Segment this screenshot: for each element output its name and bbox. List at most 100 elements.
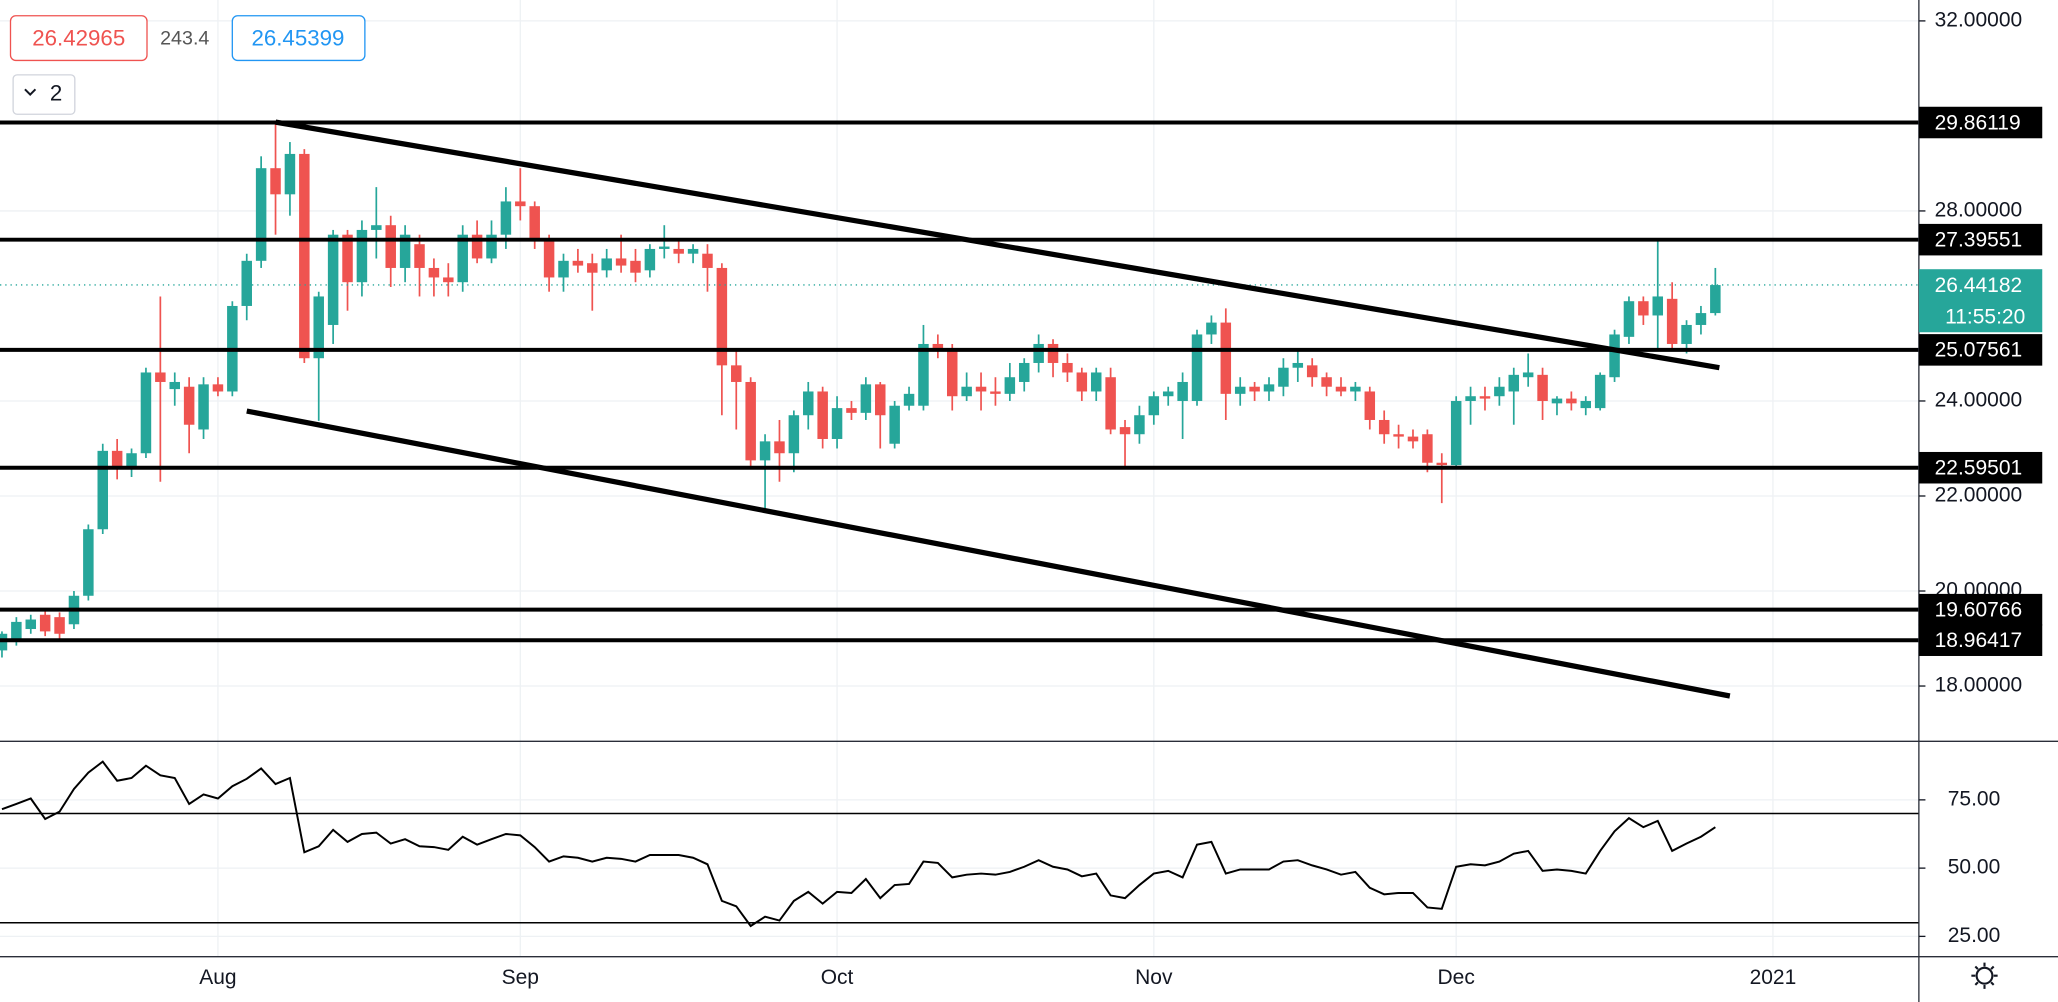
candle-body: [788, 415, 800, 454]
y-tick-label: 28.00000: [1935, 198, 2023, 221]
candle-body: [1422, 434, 1433, 463]
candle-body: [975, 386, 987, 392]
candle-body: [313, 296, 324, 359]
candle-body: [1594, 374, 1606, 409]
candle-body: [1220, 322, 1232, 394]
bid-box[interactable]: [9, 15, 148, 62]
y-tick-label: 25.00: [1948, 924, 2001, 947]
candle-body: [601, 258, 612, 271]
candle-body: [644, 248, 656, 271]
candle-body: [299, 153, 310, 359]
candle-body: [1638, 301, 1649, 316]
candle-body: [1263, 384, 1275, 392]
candle-body: [155, 372, 166, 382]
candle-body: [918, 343, 929, 406]
gear: [1975, 966, 1994, 985]
candle-body: [1321, 377, 1332, 387]
x-tick-label: Aug: [199, 966, 236, 989]
y-tick-label: 32.00000: [1935, 8, 2023, 31]
grid: [0, 0, 1919, 957]
candle-body: [327, 234, 339, 325]
candle-body: [1062, 362, 1073, 373]
x-tick-label: Dec: [1438, 966, 1475, 989]
candle-body: [831, 408, 843, 439]
ask-price: 26.45399: [251, 25, 344, 50]
candle-body: [428, 267, 440, 278]
trend-line: [246, 408, 1731, 699]
candle-body: [659, 246, 670, 249]
header: 26.42965 243.4 26.45399 2: [9, 15, 366, 115]
price-line-label: 29.86119: [1935, 111, 2021, 134]
price-line-label-box: [1918, 223, 2043, 256]
last-price-box: [1918, 269, 2043, 333]
candle-body: [471, 234, 483, 259]
candle-body: [356, 229, 368, 283]
candle-body: [1018, 362, 1030, 382]
candle-body: [241, 260, 252, 306]
indicator-toggle[interactable]: [12, 74, 76, 115]
candle-body: [875, 384, 886, 416]
candle-body: [1335, 386, 1347, 392]
candle-body: [183, 386, 195, 425]
candle-body: [1436, 462, 1448, 466]
candle-body: [529, 206, 540, 240]
candle-body: [1407, 436, 1419, 442]
x-tick-label: Nov: [1135, 966, 1173, 989]
candle-body: [946, 348, 958, 397]
candle-body: [1306, 365, 1318, 378]
y-tick-label: 24.00000: [1935, 389, 2023, 412]
candle-body: [673, 248, 684, 254]
candle-body: [111, 450, 123, 468]
settings-icon[interactable]: [1971, 962, 1998, 989]
candle-body: [1522, 372, 1534, 378]
candle-body: [543, 239, 555, 278]
candle-body: [572, 260, 584, 266]
last-price-label: 26.44182: [1935, 274, 2023, 297]
candle-body: [1666, 298, 1678, 344]
y-tick-label: 75.00: [1948, 787, 2001, 810]
candle-body: [371, 225, 382, 230]
candle-body: [255, 168, 267, 261]
candle-body: [1148, 396, 1160, 416]
candle-body: [903, 393, 915, 406]
candle-body: [1623, 301, 1635, 337]
price-line-label: 27.39551: [1935, 229, 2023, 252]
candle-body: [587, 263, 598, 273]
rsi-pane: [0, 760, 1919, 928]
price-line-label-box: [1918, 106, 2043, 139]
candle-body: [1105, 377, 1116, 430]
candle-body: [558, 260, 569, 278]
candle-body: [1551, 398, 1563, 404]
candle-body: [1249, 386, 1260, 392]
candle-body: [889, 405, 900, 444]
candle-body: [97, 450, 109, 530]
candle-body: [1033, 343, 1044, 363]
candle-body: [399, 234, 411, 268]
candle-body: [1393, 434, 1404, 437]
candle-body: [1537, 374, 1548, 401]
candle-body: [515, 201, 526, 207]
candle-body: [1580, 400, 1592, 409]
ask-box[interactable]: [231, 15, 366, 62]
candle-body: [1234, 386, 1246, 394]
candle-body: [1350, 386, 1361, 392]
candle-body: [284, 153, 296, 195]
candle-body: [1206, 322, 1217, 335]
candle-body: [500, 201, 512, 235]
bid-price: 26.42965: [32, 25, 125, 50]
price-line-label: 25.07561: [1935, 339, 2023, 362]
candle-body: [1134, 415, 1145, 435]
candle-body: [630, 260, 641, 273]
candle-body: [1191, 334, 1203, 401]
countdown-label: 11:55:20: [1945, 305, 2025, 328]
candle-body: [1465, 396, 1476, 401]
candle-body: [1508, 374, 1520, 392]
candle-body: [774, 441, 785, 454]
indicator-count: 2: [50, 80, 62, 105]
candle-body: [1681, 324, 1692, 344]
trend-line: [275, 119, 1720, 371]
candle-body: [385, 225, 396, 268]
candle-body: [1479, 396, 1491, 399]
